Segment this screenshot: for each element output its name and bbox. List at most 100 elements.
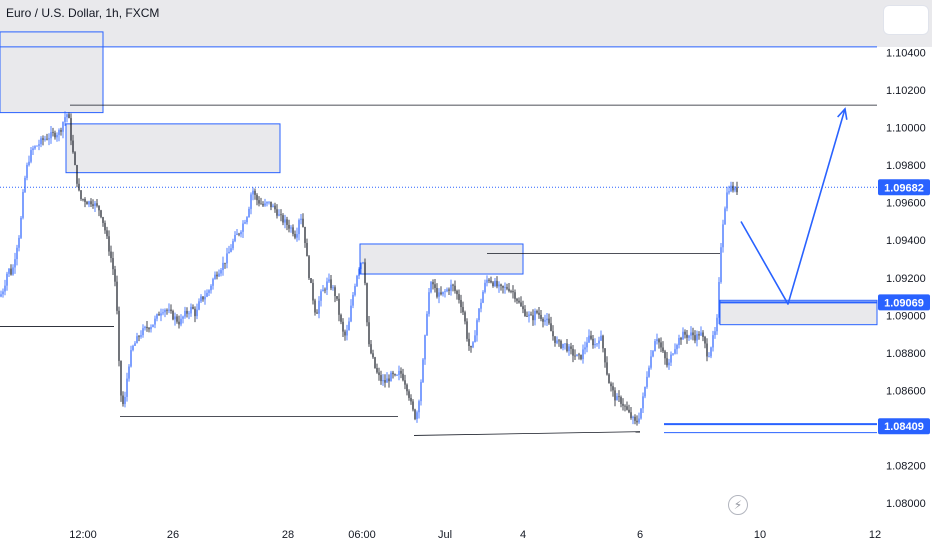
candle-body [444,291,446,293]
candle-body [214,274,216,280]
candle-body [176,316,178,322]
trend-line [413,431,641,436]
candle-body [500,284,502,286]
auto-scale-button[interactable] [883,5,929,35]
candle-body [732,185,734,191]
projection-arrow [740,107,848,305]
candle-body [378,372,380,376]
candle-body [262,203,264,206]
candle-body [416,412,418,420]
candle [716,314,718,335]
candle [714,326,716,339]
candle [646,371,648,389]
candle-body [734,187,736,191]
candle [658,337,660,349]
candle [126,372,128,402]
candle [626,401,628,411]
candle [670,351,672,366]
candle-body [310,278,312,283]
candle [580,354,582,361]
candle [68,112,70,119]
candle [432,279,434,290]
candle-body [212,279,214,286]
candle [242,220,244,239]
candle [382,374,384,386]
candle-body [264,203,266,206]
candle [238,232,240,237]
candle-body [658,339,660,343]
candle [454,280,456,294]
candle-body [38,144,40,146]
candle-body [202,296,204,300]
candle-body [22,192,24,218]
candle [536,309,538,315]
candle-body [296,234,298,238]
candle [698,331,700,340]
candle [184,306,186,319]
lightning-icon[interactable]: ⚡ [728,495,748,515]
candle-body [126,378,128,397]
candle-body [720,247,722,283]
candle [538,307,540,319]
candle [584,341,586,355]
candle [302,213,304,228]
candle [338,293,340,322]
candle [196,303,198,320]
candle [518,297,520,304]
candle [484,279,486,294]
candle-body [556,340,558,343]
candle [492,281,494,288]
candle-body [654,341,656,352]
candle [124,391,126,408]
candle [736,181,738,196]
candle [684,329,686,339]
candle-body [518,300,520,303]
candle [412,399,414,412]
candle-body [622,403,624,406]
candle [510,289,512,294]
candle-body [60,130,62,132]
candle [292,224,294,237]
candle-body [484,282,486,292]
candle [638,412,640,424]
candle-body [322,289,324,292]
candle [232,238,234,251]
candle [54,130,56,140]
candle [592,335,594,349]
candle [324,287,326,294]
candle [562,343,564,351]
candle [270,201,272,211]
candle [166,308,168,315]
candle-body [554,336,556,343]
candle-body [198,301,200,310]
candle [520,296,522,307]
candle [418,399,420,419]
candle [110,245,112,263]
candle-body [620,397,622,404]
candle [606,356,608,376]
candle [138,335,140,342]
candle-body [448,289,450,291]
candle-body [74,152,76,166]
candle [512,285,514,299]
candle-body [388,378,390,382]
candle-body [56,134,58,138]
candle [178,315,180,329]
candle [672,352,674,356]
candle [664,349,666,365]
candle [2,288,4,298]
candle [534,308,536,326]
candle [236,229,238,236]
candle-body [606,362,608,375]
candle [582,344,584,364]
candle [598,336,600,349]
candle-body [580,354,582,360]
candle [98,205,100,217]
candle-body [164,309,166,313]
price-tag-label: 1.09069 [884,297,924,309]
candle [326,277,328,295]
candle [204,290,206,305]
candle [388,374,390,388]
candle [556,336,558,345]
